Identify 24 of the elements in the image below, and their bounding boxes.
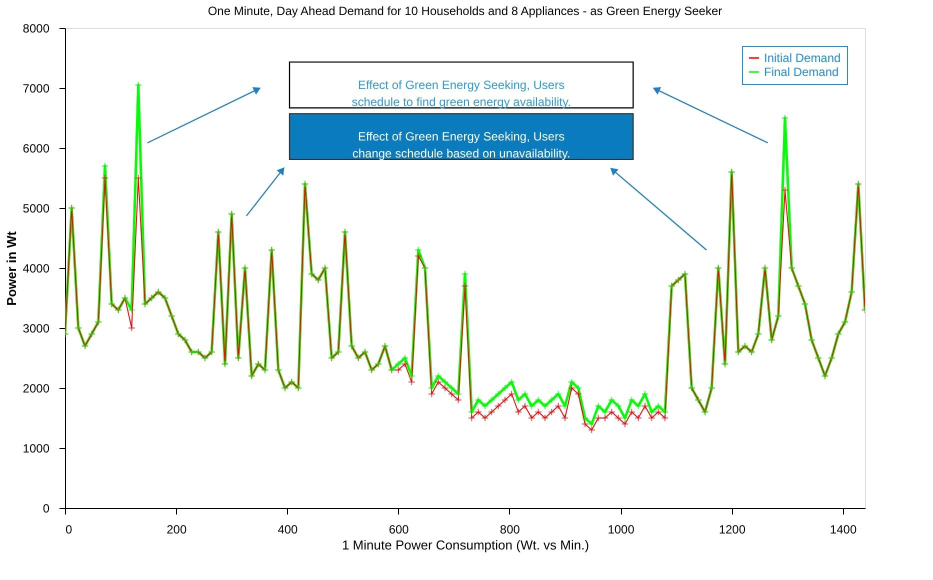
x-tick-label: 1200: [718, 522, 746, 536]
y-axis-title: Power in Wt: [4, 230, 19, 306]
y-tick-label: 1000: [22, 442, 50, 456]
x-axis-title: 1 Minute Power Consumption (Wt. vs Min.): [342, 538, 590, 552]
y-tick-label: 7000: [22, 82, 50, 96]
y-tick-label: 6000: [22, 142, 50, 156]
chart-title: One Minute, Day Ahead Demand for 10 Households and 8 Appliances - as Green Energy Seeker: [208, 4, 722, 18]
x-tick-label: 0: [66, 522, 72, 536]
y-tick-label: 3000: [22, 322, 50, 336]
x-tick-label: 1400: [830, 522, 857, 536]
x-tick-label: 400: [278, 522, 298, 536]
annotation: Effect of Green Energy Seeking, Users change schedule based on unavailability.: [352, 130, 570, 161]
y-tick-label: 2000: [22, 382, 50, 396]
legend-label: Final Demand: [764, 65, 839, 79]
y-tick-label: 5000: [22, 202, 50, 216]
x-tick-label: 200: [166, 522, 187, 536]
y-tick-label: 8000: [22, 22, 50, 36]
x-tick-label: 1000: [608, 522, 635, 536]
legend-label: Initial Demand: [764, 51, 841, 65]
x-tick-label: 600: [388, 522, 410, 536]
y-tick-label: 0: [42, 502, 50, 516]
y-tick-label: 4000: [22, 262, 50, 276]
annotation: Effect of Green Energy Seeking, Users schedule to find green energy availability.: [352, 78, 571, 109]
x-tick-label: 800: [500, 522, 520, 536]
